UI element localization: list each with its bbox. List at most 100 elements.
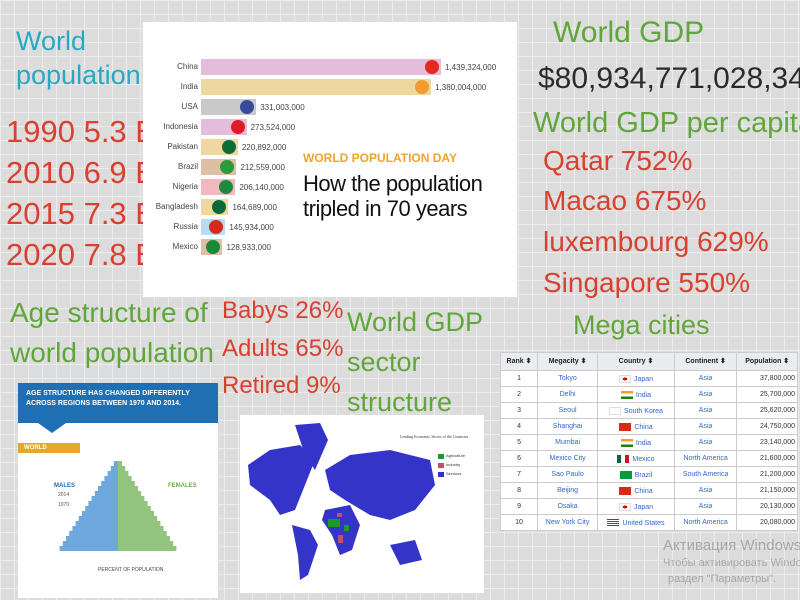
population-stat: 1990 5.3 B <box>6 114 156 149</box>
population-cell: 25,620,000 <box>736 402 798 419</box>
rank-cell: 8 <box>499 482 539 499</box>
megacity-link[interactable]: Seoul <box>537 402 599 419</box>
bar-row: India 1,380,004,000 <box>143 79 517 95</box>
legend-agriculture-swatch <box>438 454 444 459</box>
population-cell: 37,800,000 <box>736 370 798 387</box>
continent-link[interactable]: Asia <box>673 418 738 435</box>
female-bar <box>118 476 132 481</box>
megacity-link[interactable]: Tokyo <box>537 370 599 387</box>
country-cell[interactable]: China <box>597 418 675 435</box>
continent-link[interactable]: Asia <box>673 434 738 451</box>
bar-value: 1,380,004,000 <box>435 83 487 92</box>
column-header[interactable]: Country ⬍ <box>597 352 675 371</box>
population-cell: 21,150,000 <box>736 482 798 499</box>
female-bar <box>118 521 161 526</box>
females-label: FEMALES <box>168 483 197 489</box>
legend-industry-swatch <box>438 463 444 468</box>
infographic-tag: WORLD <box>24 445 47 451</box>
rank-cell: 4 <box>499 418 539 435</box>
male-bar <box>88 501 118 506</box>
country-cell[interactable]: Brazil <box>597 466 675 483</box>
rank-cell: 2 <box>499 386 539 403</box>
x-axis-label: PERCENT OF POPULATION <box>98 567 164 573</box>
megacity-link[interactable]: Osaka <box>537 498 599 515</box>
megacities-table: Rank ⬍ Megacity ⬍ Country ⬍ Continent ⬍ Popu… <box>499 352 798 531</box>
female-bar <box>118 486 138 491</box>
legend-services-swatch <box>438 472 444 477</box>
bar-label: Pakistan <box>167 142 198 151</box>
male-bar <box>69 531 118 536</box>
age-share: Adults 65% <box>222 335 344 362</box>
male-bar <box>104 476 118 481</box>
world-gdp-value: $80,934,771,028,340 <box>538 62 800 95</box>
population-cell: 25,700,000 <box>736 386 798 403</box>
male-bar <box>101 481 118 486</box>
bar-label: Nigeria <box>172 182 198 191</box>
table-row: 9 Osaka Japan Asia 20,130,000 <box>499 498 798 515</box>
continent-link[interactable]: Asia <box>673 386 738 403</box>
male-bar <box>114 461 118 466</box>
country-cell[interactable]: India <box>597 386 675 403</box>
bar-row: China 1,439,324,000 <box>143 59 517 75</box>
bar-value: 145,934,000 <box>229 223 274 232</box>
continent-link[interactable]: Asia <box>673 482 738 499</box>
world-map-image <box>248 423 444 580</box>
column-header[interactable]: Population ⬍ <box>736 352 798 371</box>
male-bar <box>107 471 118 476</box>
bar-value: 128,933,000 <box>226 243 271 252</box>
female-bar <box>118 491 142 496</box>
megacity-link[interactable]: New York City <box>537 514 599 531</box>
males-label: MALES <box>54 483 75 489</box>
column-header[interactable]: Megacity ⬍ <box>537 352 599 371</box>
male-bar <box>78 516 118 521</box>
bar-value: 212,559,000 <box>240 163 285 172</box>
sector-title-1: World GDP <box>347 307 484 337</box>
female-bar <box>118 461 122 466</box>
megacity-link[interactable]: Delhi <box>537 386 599 403</box>
gdp-per-capita-title: World GDP per capita <box>533 107 800 139</box>
bar-value: 164,689,000 <box>232 203 277 212</box>
continent-link[interactable]: Asia <box>673 370 738 387</box>
column-header[interactable]: Rank ⬍ <box>499 352 539 371</box>
flag-icon <box>607 518 620 527</box>
country-cell[interactable]: United States <box>597 514 675 531</box>
rank-cell: 5 <box>499 434 539 451</box>
table-row: 1 Tokyo Japan Asia 37,800,000 <box>499 370 798 387</box>
sector-title-3: structure <box>347 387 453 417</box>
country-cell[interactable]: Japan <box>597 370 675 387</box>
continent-link[interactable]: South America <box>673 466 738 483</box>
flag-icon <box>221 140 236 154</box>
bar-label: Indonesia <box>163 122 198 131</box>
country-cell[interactable]: Mexico <box>597 450 675 467</box>
continent-link[interactable]: Asia <box>673 498 738 515</box>
table-row: 3 Seoul South Korea Asia 25,620,000 <box>499 402 798 419</box>
country-cell[interactable]: Japan <box>597 498 675 515</box>
bar-label: Russia <box>173 222 198 231</box>
country-cell[interactable]: China <box>597 482 675 499</box>
megacity-link[interactable]: Mexico City <box>537 450 599 467</box>
continent-link[interactable]: Asia <box>673 402 738 419</box>
bar-label: India <box>180 82 198 91</box>
flag-icon <box>619 422 632 431</box>
continent-link[interactable]: North America <box>673 450 738 467</box>
megacity-link[interactable]: Shanghai <box>537 418 599 435</box>
megacity-link[interactable]: Mumbai <box>537 434 599 451</box>
population-cell: 20,130,000 <box>736 498 798 515</box>
activation-watermark-2: Чтобы активировать Windows, <box>663 557 800 569</box>
flag-icon <box>619 470 632 479</box>
continent-link[interactable]: North America <box>673 514 738 531</box>
bar-row: Indonesia 273,524,000 <box>143 119 517 135</box>
flag-icon <box>240 100 255 114</box>
megacity-link[interactable]: Sao Paulo <box>537 466 599 483</box>
population-cell: 23,140,000 <box>736 434 798 451</box>
population-stat: 2020 7.8 B <box>6 237 156 272</box>
column-header[interactable]: Continent ⬍ <box>673 352 738 371</box>
female-bar <box>118 516 158 521</box>
male-bar <box>82 511 118 516</box>
female-bar <box>118 526 164 531</box>
male-bar <box>75 521 118 526</box>
megacity-link[interactable]: Beijing <box>537 482 599 499</box>
country-cell[interactable]: South Korea <box>597 402 675 419</box>
world-gdp-title: World GDP <box>553 16 705 49</box>
country-cell[interactable]: India <box>597 434 675 451</box>
